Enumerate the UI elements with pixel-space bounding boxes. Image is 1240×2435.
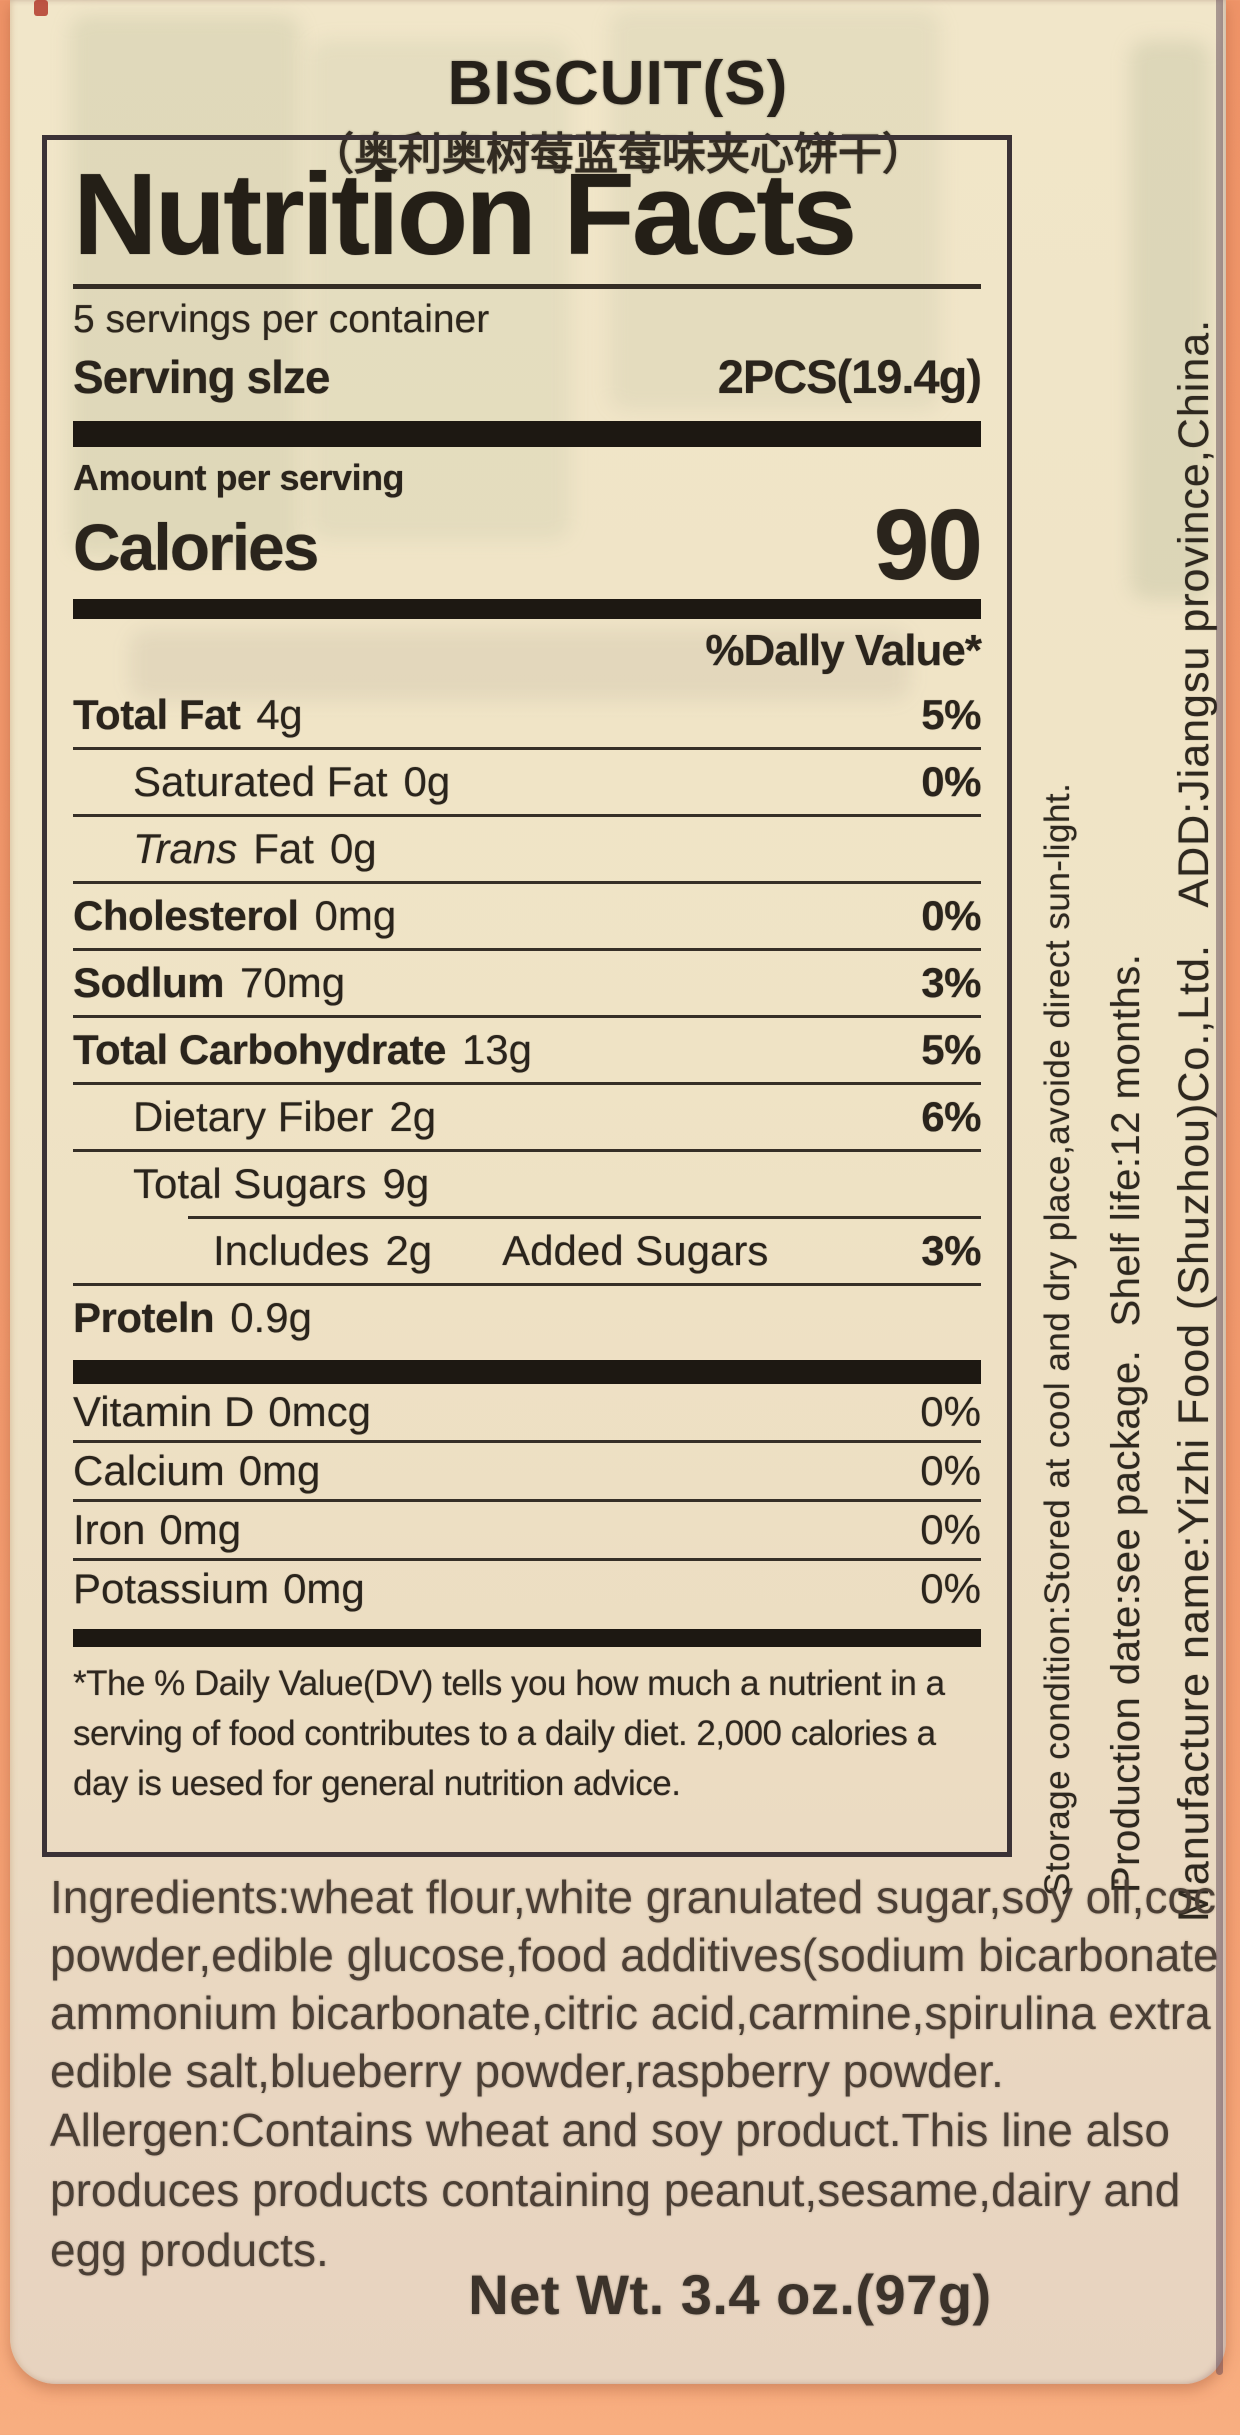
nutrient-dv: 0% <box>921 758 981 805</box>
nutrient-name: Includes <box>213 1227 370 1274</box>
nutrient-amount: 9g <box>382 1160 430 1207</box>
nutrient-name: Total Carbohydrate <box>73 1026 446 1073</box>
red-print-mark <box>34 0 48 16</box>
nutrient-amount: 0mcg <box>268 1388 371 1435</box>
nutrient-row-sodium: Sodlum 70mg 3% <box>73 948 981 1015</box>
nutrient-dv: 3% <box>921 959 981 1006</box>
nutrient-name: Vitamin D <box>73 1388 255 1435</box>
nutrition-facts-panel: Nutrition Facts 5 servings per container… <box>42 135 1012 1857</box>
production-date-text: Production date:see package. Shelf life:… <box>1104 953 1148 1893</box>
allergen-paragraph: Allergen:Contains wheat and soy product.… <box>50 2100 1240 2280</box>
micronutrient-row-calcium: Calcium 0mg 0% <box>73 1440 981 1499</box>
product-label: BISCUIT(S) （奥利奥树莓蓝莓味夹心饼干） Nutrition Fact… <box>10 0 1226 2384</box>
footnote-line: *The % Daily Value(DV) tells you how muc… <box>73 1664 945 1703</box>
nutrient-name: Trans <box>133 825 238 872</box>
nutrient-amount: 0mg <box>314 892 397 939</box>
ingredients-line: ammonium bicarbonate,citric acid,carmine… <box>50 1987 1211 2039</box>
nutrient-row-dietary-fiber: Dietary Fiber 2g 6% <box>73 1082 981 1149</box>
nutrient-amount: 2g <box>385 1227 433 1274</box>
nutrient-name: Calcium <box>73 1447 225 1494</box>
manufacturer-text: Manufacture name:Yizhi Food (Shuzhou)Co.… <box>1170 318 1218 1922</box>
nutrient-row-trans-fat: Trans Fat 0g <box>73 814 981 881</box>
nutrient-amount: 0g <box>403 758 451 805</box>
nutrient-amount: 0mg <box>159 1506 242 1553</box>
nutrient-name: Cholesterol <box>73 892 299 939</box>
product-title: BISCUIT(S) <box>447 49 789 118</box>
nutrient-amount: 4g <box>256 691 303 738</box>
ghost-print-smudge <box>610 10 940 410</box>
divider <box>73 284 981 289</box>
micronutrient-row-potassium: Potassium 0mg 0% <box>73 1558 981 1617</box>
nutrient-name: Total Sugars <box>133 1160 367 1207</box>
nutrient-name: Proteln <box>73 1294 215 1341</box>
nutrient-name-2: Fat <box>253 825 314 872</box>
nutrient-name: Iron <box>73 1506 146 1553</box>
serving-size-row: Serving slze 2PCS(19.4g) <box>73 347 982 407</box>
ghost-print-smudge <box>130 630 910 700</box>
nutrient-dv: 0% <box>921 892 981 939</box>
serving-size-label: Serving slze <box>73 351 330 403</box>
label-edge-shadow <box>1216 0 1223 2375</box>
footnote-line: serving of food contributes to a daily d… <box>73 1714 936 1753</box>
storage-condition-text: Storage condition:Stored at cool and dry… <box>1038 782 1077 1896</box>
thick-divider <box>73 1360 981 1384</box>
nutrient-dv: 0% <box>920 1388 981 1435</box>
nutrient-name: Potassium <box>73 1565 270 1612</box>
ingredients-paragraph: Ingredients:wheat flour,white granulated… <box>50 1868 1240 2100</box>
micronutrient-row-vitamin-d: Vitamin D 0mcg 0% <box>73 1384 981 1440</box>
nutrient-row-total-sugars: Total Sugars 9g <box>73 1149 981 1216</box>
nutrient-dv: 6% <box>921 1093 981 1140</box>
nutrient-row-cholesterol: Cholesterol 0mg 0% <box>73 881 981 948</box>
nutrient-dv: 0% <box>920 1506 981 1553</box>
calories-row: Calories 90 <box>73 489 983 601</box>
nutrient-amount: 0mg <box>283 1565 365 1612</box>
nutrient-dv: 5% <box>921 1026 981 1073</box>
ghost-print-smudge <box>1130 40 1210 600</box>
nutrient-dv: 0% <box>920 1565 981 1612</box>
daily-value-header: %Dally Value* <box>705 626 982 675</box>
ghost-print-smudge <box>310 40 570 540</box>
nutrient-name: Total Fat <box>73 691 241 738</box>
nutrient-row-saturated-fat: Saturated Fat 0g 0% <box>73 747 981 814</box>
nutrient-name: Saturated Fat <box>133 758 388 805</box>
net-weight: Net Wt. 3.4 oz.(97g) <box>468 2263 992 2326</box>
calories-value: 90 <box>873 489 983 601</box>
nutrient-name: Sodlum <box>73 959 225 1006</box>
allergen-line: produces products containing peanut,sesa… <box>50 2164 1181 2216</box>
nutrient-amount: 70mg <box>240 959 346 1006</box>
nutrient-dv: 5% <box>921 691 981 738</box>
allergen-line: Allergen:Contains wheat and soy product.… <box>50 2104 1170 2156</box>
nutrient-row-added-sugars: Includes 2g Added Sugars 3% <box>73 1219 981 1283</box>
nutrient-amount: 2g <box>389 1093 437 1140</box>
footnote-line: day is uesed for general nutrition advic… <box>73 1764 681 1803</box>
nutrient-amount: 0mg <box>238 1447 321 1494</box>
nutrient-name: Dietary Fiber <box>133 1093 374 1140</box>
nutrient-amount: 13g <box>461 1026 533 1073</box>
serving-size-value: 2PCS(19.4g) <box>717 350 982 403</box>
micronutrient-row-iron: Iron 0mg 0% <box>73 1499 981 1558</box>
daily-value-footnote: *The % Daily Value(DV) tells you how muc… <box>73 1659 981 1809</box>
nutrient-row-protein: Proteln 0.9g <box>73 1283 981 1350</box>
thick-divider <box>73 1629 981 1647</box>
ingredients-line: Ingredients:wheat flour,white granulated… <box>50 1871 1217 1923</box>
ingredients-line: powder,edible glucose,food additives(sod… <box>50 1929 1219 1981</box>
nutrient-row-total-carbohydrate: Total Carbohydrate 13g 5% <box>73 1015 981 1082</box>
nutrient-amount: 0.9g <box>230 1294 312 1341</box>
nutrient-dv: 3% <box>921 1227 981 1274</box>
nutrient-amount: 0g <box>329 825 377 872</box>
allergen-line: egg products. <box>50 2224 329 2276</box>
indented-divider <box>188 1216 981 1219</box>
amount-per-serving-label: Amount per serving <box>73 457 405 498</box>
nutrient-row-total-fat: Total Fat 4g 5% <box>73 683 981 747</box>
thick-divider <box>73 599 981 619</box>
nutrient-dv: 0% <box>920 1447 981 1494</box>
nutrition-facts-heading: Nutrition Facts <box>73 149 857 279</box>
nutrient-name-2: Added Sugars <box>502 1227 769 1274</box>
ingredients-line: edible salt,blueberry powder,raspberry p… <box>50 2045 1004 2097</box>
servings-per-container: 5 servings per container <box>73 298 490 341</box>
thick-divider <box>73 421 981 447</box>
calories-label: Calories <box>73 510 319 584</box>
